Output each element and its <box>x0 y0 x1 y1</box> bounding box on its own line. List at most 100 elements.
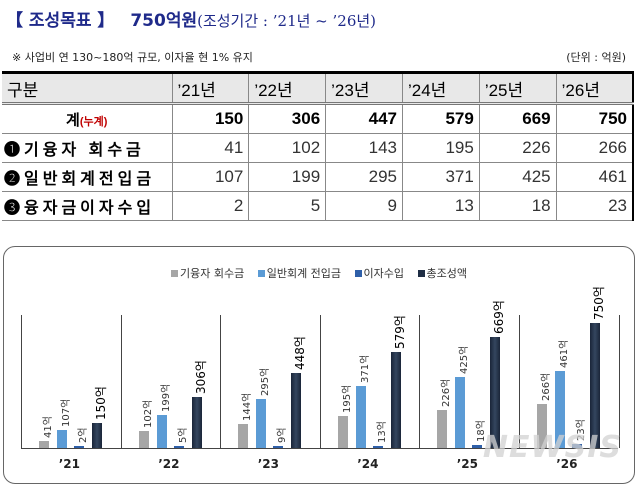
x-axis-tick-label: ’25 <box>456 457 479 471</box>
table-cell: 669 <box>478 103 557 134</box>
data-label: 9억 <box>277 427 288 443</box>
data-label: 150억 <box>94 386 108 420</box>
legend-item: 기융자 회수금 <box>170 265 245 281</box>
unit-text: (단위 : 억원) <box>566 51 626 64</box>
bar <box>156 414 167 448</box>
bar <box>455 377 465 448</box>
x-axis-tick-label: ’26 <box>556 457 578 471</box>
row-label-text: 계 <box>66 111 80 129</box>
column-header: ’22년 <box>248 72 327 105</box>
legend-swatch-icon <box>354 270 362 277</box>
legend-swatch-icon <box>257 270 265 277</box>
table-header-row: 구분 ’21년 ’22년 ’23년 ’24년 ’25년 ’26년 <box>2 72 634 105</box>
title-period: (조성기간 : ’21년 ~ ’26년) <box>197 12 377 30</box>
category-group: 266억 461억 23억 750억 <box>518 286 620 448</box>
table-cell: 579 <box>401 103 480 134</box>
bar <box>256 398 266 448</box>
table-row: ❶기융자 회수금 41 102 143 195 226 266 <box>2 133 634 163</box>
data-label: 107억 <box>61 398 72 428</box>
bar <box>372 445 383 448</box>
row-label: ❶기융자 회수금 <box>2 133 173 163</box>
category-group: 102억 199억 5억 306억 <box>120 315 222 448</box>
bar <box>238 424 248 448</box>
column-header: ’25년 <box>478 72 557 105</box>
data-label: 371억 <box>359 354 371 384</box>
table-cell: 23 <box>555 191 634 221</box>
title-label: 【 조성목표 】 <box>6 11 115 31</box>
table-cell: 750 <box>555 103 634 134</box>
legend-item: 이자수입 <box>354 265 405 281</box>
table-cell: 425 <box>478 162 557 192</box>
note-text: ※ 사업비 연 130~180억 규모, 이자율 현 1% 유지 <box>12 51 253 64</box>
row-label: ❸융자금이자수입 <box>2 191 173 221</box>
row-label-sub: (누계) <box>79 115 108 128</box>
table-cell: 2 <box>171 191 250 221</box>
legend-swatch-icon <box>170 270 178 277</box>
category-group: 144억 295억 9억 448억 <box>220 315 321 448</box>
legend-item: 총조성액 <box>417 265 468 281</box>
column-header: 구분 <box>2 72 173 105</box>
table-cell: 102 <box>248 133 327 163</box>
table-cell: 143 <box>325 133 403 163</box>
data-label: 295억 <box>260 367 271 396</box>
legend-swatch-icon <box>417 270 425 277</box>
table-cell: 41 <box>171 133 250 163</box>
table-cell: 107 <box>171 162 250 192</box>
data-label: 669억 <box>492 299 506 334</box>
bar <box>589 323 600 448</box>
data-label: 199억 <box>160 383 172 412</box>
table-cell: 295 <box>325 162 403 192</box>
bar <box>571 444 582 448</box>
data-label: 306억 <box>193 360 208 394</box>
table-row: ❷일반회계전입금 107 199 295 371 425 461 <box>2 162 634 192</box>
table-cell: 371 <box>401 162 480 192</box>
plot-area: 41억 107억 2억 150억 102억 199억 5억 306억 144억 295억 9억 448… <box>21 286 620 449</box>
table-cell: 150 <box>171 103 250 134</box>
bar <box>92 423 102 448</box>
column-header: ’23년 <box>325 72 403 105</box>
data-label: 448억 <box>293 336 307 371</box>
data-label: 226억 <box>441 379 452 408</box>
legend-label: 이자수입 <box>363 267 405 280</box>
category-group: 41억 107억 2억 150억 <box>21 315 122 448</box>
table-row-total: 계(누계) 150 306 447 579 669 750 <box>2 103 634 134</box>
table-cell: 306 <box>248 103 327 134</box>
bar <box>273 446 283 448</box>
table-cell: 195 <box>401 133 480 163</box>
table-cell: 266 <box>555 133 634 163</box>
bar <box>390 351 401 448</box>
bar <box>291 373 301 448</box>
data-label: 5억 <box>177 427 189 443</box>
table-cell: 18 <box>478 191 557 221</box>
column-header: ’26년 <box>555 72 634 105</box>
bar-chart: 기융자 회수금 일반회계 전입금 이자수입 총조성액 41억 107억 2억 150억… <box>3 246 635 484</box>
column-header: ’24년 <box>401 72 480 105</box>
title-amount: 750억원 <box>130 11 198 31</box>
chart-legend: 기융자 회수금 일반회계 전입금 이자수입 총조성액 <box>4 265 634 281</box>
data-label: 102억 <box>142 399 154 428</box>
bar <box>437 410 447 448</box>
x-axis-tick-label: ’23 <box>257 457 280 471</box>
watermark: NEWSIS <box>482 430 622 465</box>
data-label: 579억 <box>392 314 407 349</box>
x-axis-tick-label: ’24 <box>357 457 379 471</box>
legend-label: 총조성액 <box>426 267 468 280</box>
bar <box>138 431 149 448</box>
table-cell: 13 <box>401 191 480 221</box>
bar <box>490 336 500 448</box>
data-label: 750억 <box>591 286 606 320</box>
bar <box>191 397 202 448</box>
data-label: 144억 <box>242 392 253 421</box>
data-label: 266억 <box>540 372 552 401</box>
data-label: 425억 <box>459 345 470 375</box>
category-group: 226억 425억 18억 669억 <box>419 300 520 448</box>
column-header: ’21년 <box>171 72 250 105</box>
table-cell: 9 <box>325 191 403 221</box>
data-label: 41억 <box>43 416 54 439</box>
bar <box>472 445 482 448</box>
data-label: 13억 <box>376 420 388 443</box>
category-group: 195억 371억 13억 579억 <box>319 314 421 448</box>
table-row: ❸융자금이자수입 2 5 9 13 18 23 <box>2 191 634 221</box>
page-title: 【 조성목표 】 750억원(조성기간 : ’21년 ~ ’26년) <box>6 6 376 31</box>
legend-label: 기융자 회수금 <box>179 267 245 280</box>
